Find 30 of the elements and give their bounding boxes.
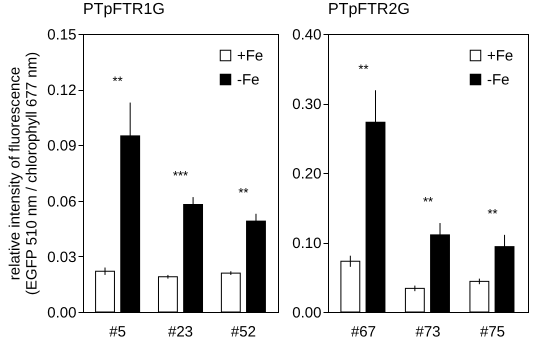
y-tick-label: 0.06 — [47, 193, 76, 210]
y-tick-label: 0.20 — [292, 166, 322, 182]
x-tick-label: #23 — [168, 324, 194, 340]
annotation: ** — [422, 194, 434, 210]
y-tick-label: 0.00 — [47, 304, 76, 322]
y-axis-title: relative intensity of fluorescence (EGFP 510 nm / chlorophyll 677 nm) — [6, 52, 40, 296]
annotation: ** — [358, 61, 369, 76]
x-tick-label: #52 — [230, 324, 256, 340]
y-tick-label: 0.12 — [47, 82, 76, 100]
x-tick-label: #67 — [350, 324, 376, 340]
y-tick-label: 0.00 — [292, 304, 322, 322]
x-tick-label: #75 — [480, 324, 506, 340]
y-tick-label: 0.40 — [292, 26, 322, 44]
chart-title: PTpFTR1G — [83, 1, 165, 18]
x-tick-label: #5 — [109, 324, 126, 340]
y-tick-label: 0.10 — [292, 235, 322, 252]
legend-label: -Fe — [487, 72, 510, 88]
annotation: *** — [172, 168, 188, 184]
legend-label: +Fe — [237, 48, 264, 64]
y-tick-label: 0.15 — [47, 26, 76, 44]
y-tick-label: 0.03 — [47, 248, 76, 266]
legend-label: +Fe — [487, 48, 514, 64]
chart-title: PTpFTR2G — [328, 1, 410, 18]
y-tick-label: 0.09 — [47, 138, 76, 155]
annotation: ** — [238, 184, 248, 200]
y-tick-label: 0.30 — [292, 96, 322, 113]
x-tick-label: #73 — [415, 324, 441, 340]
annotation: ** — [112, 74, 123, 89]
annotation: ** — [487, 206, 498, 221]
legend-label: -Fe — [237, 72, 260, 88]
